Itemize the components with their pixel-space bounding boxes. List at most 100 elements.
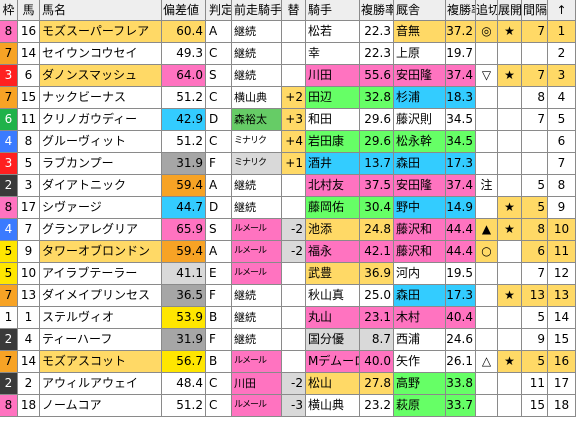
cell-prev-jockey[interactable]: 川田 [232, 373, 282, 395]
cell-hensa[interactable]: 42.9 [162, 109, 206, 131]
cell-hantei[interactable]: C [206, 87, 232, 109]
cell-jockey[interactable]: 福永 [306, 241, 360, 263]
cell-tenkai[interactable] [498, 87, 522, 109]
cell-interval[interactable]: 7 [522, 263, 548, 285]
cell-name[interactable]: アウィルアウェイ [40, 373, 162, 395]
cell-oikiri[interactable] [476, 43, 498, 65]
cell-prev-jockey[interactable]: ルメール [232, 241, 282, 263]
cell-blank[interactable]: 5 [548, 109, 576, 131]
cell-uma[interactable]: 11 [18, 109, 40, 131]
cell-jockey[interactable]: 横山典 [306, 395, 360, 417]
cell-name[interactable]: ステルヴィオ [40, 307, 162, 329]
cell-trainer[interactable]: 藤沢和 [394, 219, 446, 241]
cell-uma[interactable]: 14 [18, 43, 40, 65]
header-interval[interactable]: 間隔 [522, 0, 548, 21]
cell-blank[interactable]: 12 [548, 263, 576, 285]
cell-oikiri[interactable] [476, 87, 498, 109]
header-oikiri[interactable]: 追切 [476, 0, 498, 21]
cell-blank[interactable]: 11 [548, 241, 576, 263]
cell-prev-jockey[interactable]: 横山典 [232, 87, 282, 109]
cell-tenkai[interactable] [498, 109, 522, 131]
cell-tenkai[interactable]: ★ [498, 21, 522, 43]
cell-interval[interactable]: 5 [522, 351, 548, 373]
cell-waku[interactable]: 5 [0, 263, 18, 285]
cell-trainer-rate[interactable]: 44.4 [446, 219, 476, 241]
cell-fuku-rate[interactable]: 30.4 [360, 197, 394, 219]
cell-uma[interactable]: 6 [18, 65, 40, 87]
cell-jockey[interactable]: 幸 [306, 43, 360, 65]
cell-waku[interactable]: 3 [0, 65, 18, 87]
cell-jockey[interactable]: 和田 [306, 109, 360, 131]
cell-trainer[interactable]: 松永幹 [394, 131, 446, 153]
cell-hensa[interactable]: 53.9 [162, 307, 206, 329]
cell-trainer[interactable]: 矢作 [394, 351, 446, 373]
cell-prev-jockey[interactable]: ミナリク [232, 153, 282, 175]
cell-trainer-rate[interactable]: 17.3 [446, 285, 476, 307]
cell-tenkai[interactable]: ★ [498, 197, 522, 219]
cell-tenkai[interactable] [498, 43, 522, 65]
cell-hensa[interactable]: 31.9 [162, 153, 206, 175]
cell-oikiri[interactable]: ▽ [476, 65, 498, 87]
cell-change[interactable]: +4 [282, 131, 306, 153]
cell-change[interactable] [282, 197, 306, 219]
cell-interval[interactable]: 7 [522, 21, 548, 43]
cell-interval[interactable] [522, 131, 548, 153]
cell-fuku-rate[interactable]: 25.0 [360, 285, 394, 307]
cell-trainer-rate[interactable]: 24.6 [446, 329, 476, 351]
cell-uma[interactable]: 8 [18, 131, 40, 153]
cell-oikiri[interactable] [476, 329, 498, 351]
cell-hensa[interactable]: 51.2 [162, 395, 206, 417]
cell-waku[interactable]: 2 [0, 373, 18, 395]
cell-prev-jockey[interactable]: ルメール [232, 219, 282, 241]
cell-oikiri[interactable] [476, 197, 498, 219]
cell-waku[interactable]: 8 [0, 197, 18, 219]
cell-change[interactable]: +3 [282, 109, 306, 131]
cell-blank[interactable]: 1 [548, 21, 576, 43]
cell-trainer-rate[interactable]: 33.7 [446, 395, 476, 417]
cell-interval[interactable]: 7 [522, 109, 548, 131]
cell-fuku-rate[interactable]: 36.9 [360, 263, 394, 285]
cell-waku[interactable]: 4 [0, 219, 18, 241]
cell-blank[interactable]: 4 [548, 87, 576, 109]
cell-change[interactable] [282, 175, 306, 197]
cell-uma[interactable]: 13 [18, 285, 40, 307]
cell-fuku-rate[interactable]: 13.7 [360, 153, 394, 175]
cell-trainer-rate[interactable]: 18.3 [446, 87, 476, 109]
cell-name[interactable]: モズスーパーフレア [40, 21, 162, 43]
cell-change[interactable]: -2 [282, 241, 306, 263]
cell-hensa[interactable]: 64.0 [162, 65, 206, 87]
cell-hantei[interactable]: S [206, 65, 232, 87]
cell-oikiri[interactable] [476, 153, 498, 175]
cell-tenkai[interactable] [498, 263, 522, 285]
cell-hantei[interactable]: D [206, 197, 232, 219]
cell-oikiri[interactable] [476, 307, 498, 329]
cell-fuku-rate[interactable]: 23.2 [360, 395, 394, 417]
cell-hantei[interactable]: F [206, 153, 232, 175]
cell-hantei[interactable]: C [206, 395, 232, 417]
cell-fuku-rate[interactable]: 24.8 [360, 219, 394, 241]
cell-trainer[interactable]: 西浦 [394, 329, 446, 351]
cell-name[interactable]: ナックビーナス [40, 87, 162, 109]
cell-trainer-rate[interactable]: 19.7 [446, 43, 476, 65]
cell-blank[interactable]: 18 [548, 395, 576, 417]
cell-tenkai[interactable] [498, 153, 522, 175]
cell-waku[interactable]: 7 [0, 87, 18, 109]
cell-interval[interactable]: 8 [522, 87, 548, 109]
cell-hensa[interactable]: 51.2 [162, 87, 206, 109]
cell-waku[interactable]: 8 [0, 395, 18, 417]
cell-fuku-rate[interactable]: 37.5 [360, 175, 394, 197]
cell-tenkai[interactable] [498, 329, 522, 351]
cell-waku[interactable]: 2 [0, 175, 18, 197]
cell-waku[interactable]: 1 [0, 307, 18, 329]
cell-blank[interactable]: 10 [548, 219, 576, 241]
cell-hensa[interactable]: 59.4 [162, 175, 206, 197]
cell-prev-jockey[interactable]: 継続 [232, 285, 282, 307]
cell-oikiri[interactable] [476, 285, 498, 307]
cell-oikiri[interactable] [476, 263, 498, 285]
cell-tenkai[interactable]: ★ [498, 65, 522, 87]
header-trainer-rate[interactable]: 複勝率 [446, 0, 476, 21]
cell-hantei[interactable]: B [206, 307, 232, 329]
cell-trainer-rate[interactable]: 37.2 [446, 21, 476, 43]
cell-oikiri[interactable] [476, 373, 498, 395]
cell-name[interactable]: タワーオブロンドン [40, 241, 162, 263]
